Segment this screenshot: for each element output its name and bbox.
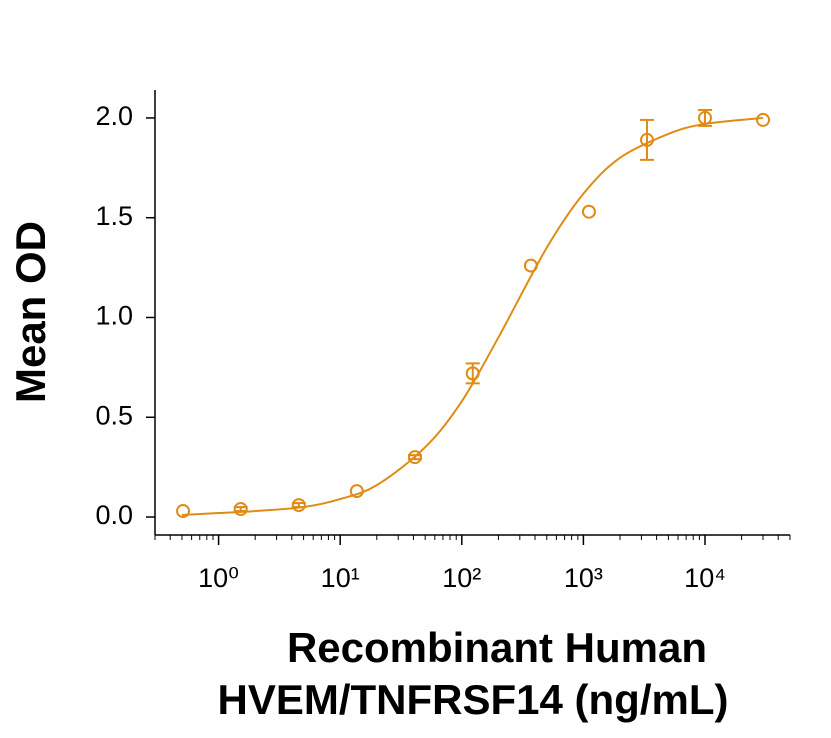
fit-curve [181, 116, 764, 517]
x-tick-label: 10⁴ [684, 563, 726, 593]
data-point [698, 110, 713, 125]
x-axis-label: HVEM/TNFRSF14 (ng/mL) [218, 676, 729, 723]
data-point [639, 132, 654, 147]
data-point [176, 504, 191, 519]
y-tick-label: 2.0 [95, 101, 133, 131]
data-point [233, 502, 248, 517]
y-tick-label: 1.0 [95, 301, 133, 331]
data-point [523, 258, 538, 273]
data-point [291, 498, 306, 513]
x-tick-label: 10² [442, 563, 481, 593]
y-tick-label: 0.0 [95, 500, 133, 530]
data-point [465, 366, 480, 381]
x-tick-label: 10¹ [321, 563, 360, 593]
error-bar [639, 118, 654, 161]
y-axis-label: Mean OD [7, 221, 54, 403]
x-tick-label: 10⁰ [198, 563, 239, 593]
x-tick-label: 10³ [564, 563, 603, 593]
data-point [407, 450, 422, 465]
data-point [581, 204, 596, 219]
data-point [349, 484, 364, 499]
y-tick-label: 1.5 [95, 201, 133, 231]
data-point [756, 112, 771, 127]
y-tick-label: 0.5 [95, 400, 133, 430]
x-axis-label: Recombinant Human [287, 624, 707, 671]
